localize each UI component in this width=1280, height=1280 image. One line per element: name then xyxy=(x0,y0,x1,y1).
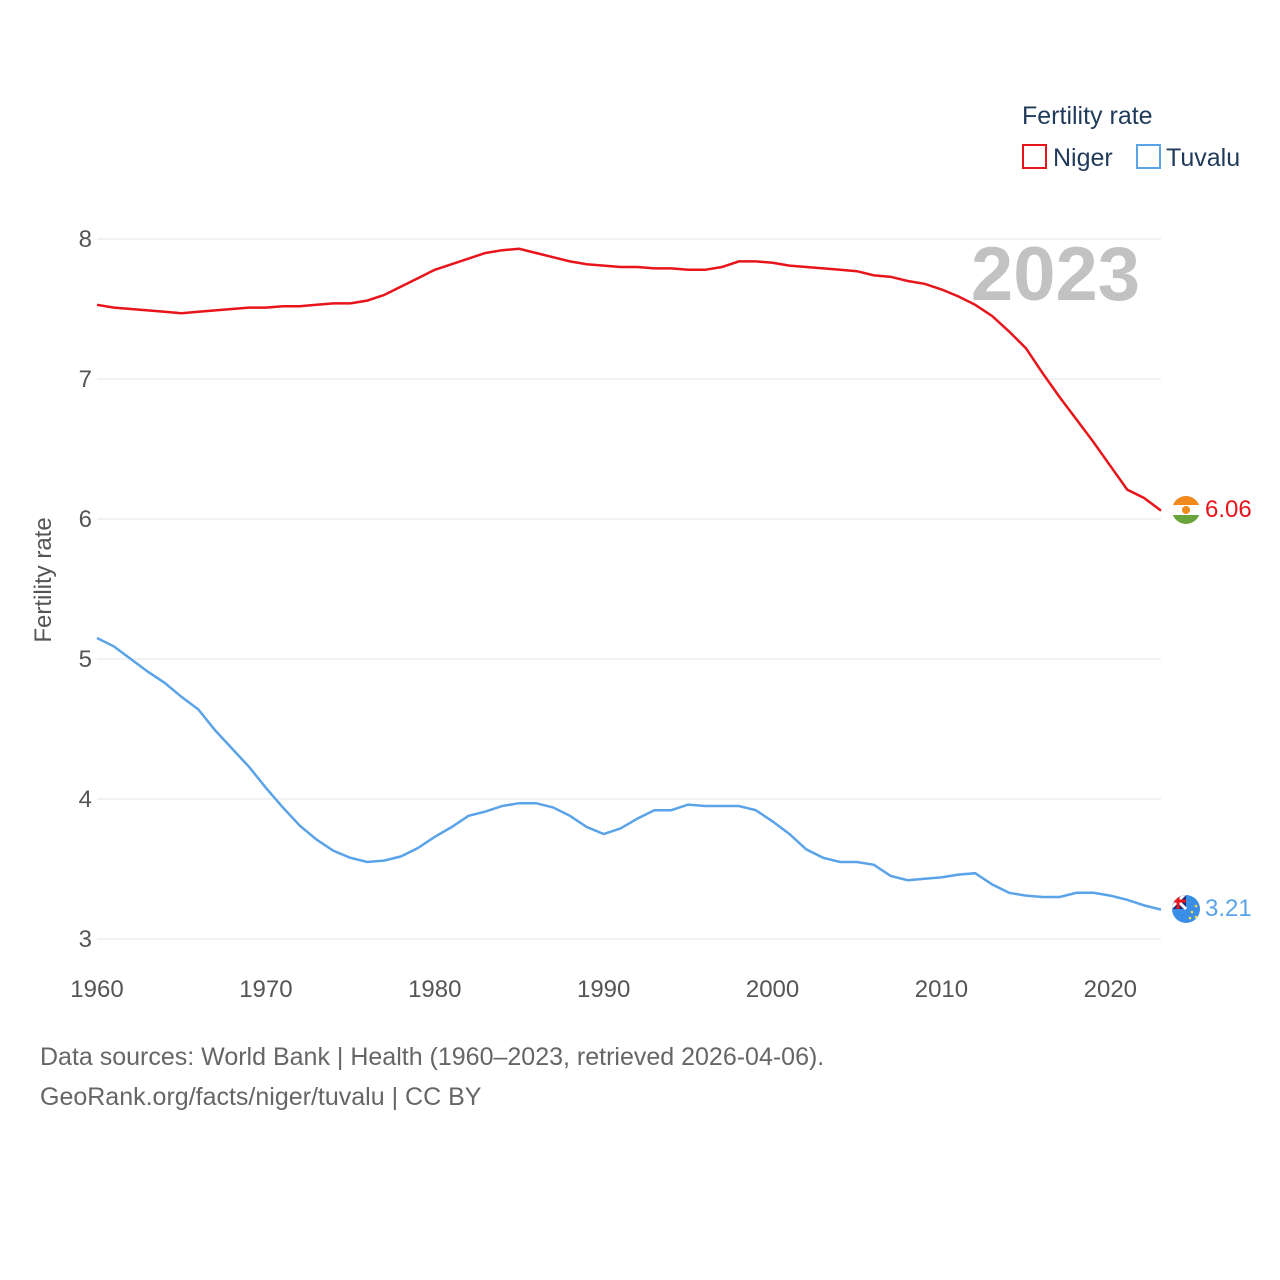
x-tick-label: 1990 xyxy=(577,976,630,1003)
footer-source: Data sources: World Bank | Health (1960–… xyxy=(40,1043,825,1071)
y-tick-label: 7 xyxy=(79,366,92,393)
legend-label-niger[interactable]: Niger xyxy=(1053,144,1113,172)
x-axis-ticks: 1960 1970 1980 1990 2000 2010 2020 xyxy=(70,976,1137,1003)
niger-flag-icon xyxy=(1172,496,1200,524)
x-tick-label: 2010 xyxy=(915,976,968,1003)
y-tick-label: 8 xyxy=(79,226,92,253)
tuvalu-end-value: 3.21 xyxy=(1205,895,1252,922)
legend-swatch-tuvalu[interactable] xyxy=(1136,144,1161,169)
legend-title: Fertility rate xyxy=(1022,102,1153,130)
footer-attribution: GeoRank.org/facts/niger/tuvalu | CC BY xyxy=(40,1083,482,1111)
current-year-label: 2023 xyxy=(971,232,1140,317)
tuvalu-series-line xyxy=(96,636,1162,911)
x-tick-label: 1970 xyxy=(239,976,292,1003)
x-tick-label: 2020 xyxy=(1084,976,1137,1003)
legend-swatch-niger[interactable] xyxy=(1022,144,1047,169)
legend-label-tuvalu[interactable]: Tuvalu xyxy=(1166,144,1240,172)
y-axis-label: Fertility rate xyxy=(30,517,57,642)
legend: Fertility rate Niger Tuvalu xyxy=(1022,102,1240,172)
y-tick-label: 3 xyxy=(79,926,92,953)
niger-series-line xyxy=(96,247,1162,512)
tuvalu-flag-icon xyxy=(1172,895,1200,923)
y-axis-ticks: 3 4 5 6 7 8 xyxy=(79,226,92,953)
fertility-rate-chart: 3 4 5 6 7 8 1960 1970 1980 1990 2000 2010 2020 Fert… xyxy=(30,102,1252,1003)
y-tick-label: 4 xyxy=(79,786,92,813)
x-tick-label: 2000 xyxy=(746,976,799,1003)
y-tick-label: 5 xyxy=(79,646,92,673)
niger-end-value: 6.06 xyxy=(1205,496,1252,523)
x-tick-label: 1980 xyxy=(408,976,461,1003)
y-tick-label: 6 xyxy=(79,506,92,533)
grid-lines xyxy=(97,238,1161,940)
x-tick-label: 1960 xyxy=(70,976,123,1003)
